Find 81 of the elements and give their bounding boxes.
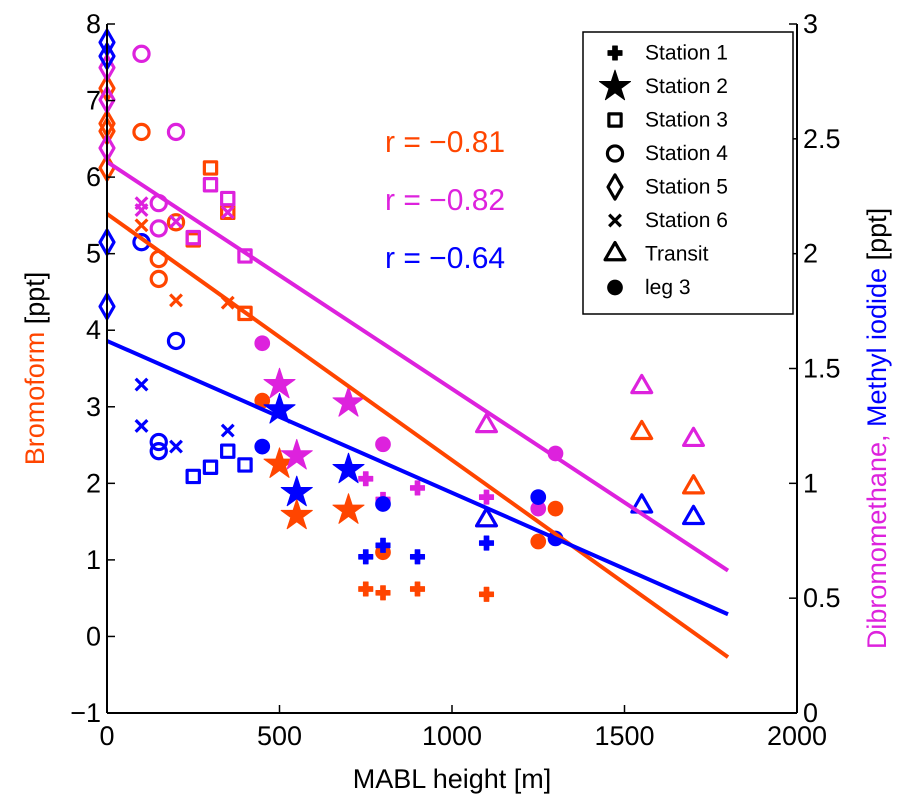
y2-tick-label: 3 xyxy=(803,9,818,39)
point xyxy=(237,457,253,473)
point xyxy=(237,248,253,264)
y2-tick-label: 2.5 xyxy=(803,124,841,154)
point xyxy=(150,442,168,460)
annotation: r = −0.82 xyxy=(385,184,506,217)
point xyxy=(202,460,218,475)
point xyxy=(263,368,296,398)
point xyxy=(134,418,149,434)
point xyxy=(332,452,365,484)
point xyxy=(166,332,186,350)
point xyxy=(280,498,313,530)
legend-label: leg 3 xyxy=(645,276,691,299)
point xyxy=(332,493,365,524)
point xyxy=(478,536,494,551)
annotation: r = −0.64 xyxy=(385,242,506,275)
point xyxy=(150,270,168,288)
legend-label: Station 4 xyxy=(645,142,728,165)
y-tick-label: 5 xyxy=(86,238,101,269)
point xyxy=(220,423,236,438)
point xyxy=(132,44,151,64)
point xyxy=(134,218,149,233)
y-tick-label: 8 xyxy=(86,9,101,39)
point xyxy=(186,468,201,484)
x-tick-label: 1000 xyxy=(422,721,482,751)
point xyxy=(410,480,426,496)
y-tick-label: 4 xyxy=(86,315,101,346)
y-tick-label: 1 xyxy=(86,544,101,575)
point xyxy=(478,490,494,505)
point xyxy=(150,250,168,268)
x-tick-label: 500 xyxy=(256,721,302,751)
y-tick-label: −1 xyxy=(70,698,101,728)
legend-label: Station 3 xyxy=(645,108,728,132)
legend-label: Transit xyxy=(645,242,709,266)
x-tick-label: 2000 xyxy=(766,721,828,751)
point xyxy=(530,534,546,550)
y2-tick-label: 2 xyxy=(803,238,818,269)
point xyxy=(150,219,168,238)
legend-label: Station 2 xyxy=(645,75,728,98)
annotation: r = −0.81 xyxy=(385,126,506,159)
x-axis-title: MABL height [m] xyxy=(352,764,552,794)
point xyxy=(530,489,546,505)
point xyxy=(375,538,391,553)
point xyxy=(254,438,270,454)
y-tick-label: 7 xyxy=(86,86,101,116)
point xyxy=(220,190,236,206)
point xyxy=(237,306,253,322)
y2-tick-label: 1.5 xyxy=(803,354,841,384)
point xyxy=(220,443,236,459)
point xyxy=(168,292,184,308)
point xyxy=(410,581,426,597)
legend-label: Station 1 xyxy=(645,42,728,64)
point xyxy=(202,160,218,176)
point xyxy=(478,586,494,602)
point xyxy=(358,471,374,486)
point xyxy=(166,122,186,142)
y-axis-title: Bromoform [ppt] xyxy=(20,272,50,466)
point xyxy=(150,194,168,212)
point xyxy=(410,549,426,564)
y-tick-label: 6 xyxy=(86,162,101,192)
point xyxy=(202,177,218,192)
point xyxy=(332,386,365,417)
point xyxy=(132,122,151,142)
point xyxy=(134,377,149,392)
point xyxy=(375,436,391,452)
y2-tick-label: 0.5 xyxy=(803,583,841,614)
point xyxy=(280,476,313,506)
point xyxy=(358,581,374,597)
y-tick-label: 0 xyxy=(86,621,101,652)
point xyxy=(375,496,391,512)
y-tick-label: 2 xyxy=(86,468,101,498)
point xyxy=(375,585,391,600)
point xyxy=(358,549,374,564)
legend-label: Station 5 xyxy=(645,176,728,198)
x-tick-label: 1500 xyxy=(594,721,655,751)
point xyxy=(254,335,270,352)
y2-tick-label: 1 xyxy=(803,468,818,498)
legend-label: Station 6 xyxy=(645,209,728,232)
y2-axis-title: Dibromomethane, Methyl iodide [ppt] xyxy=(862,208,892,650)
point xyxy=(548,500,564,516)
y-tick-label: 3 xyxy=(86,392,101,422)
